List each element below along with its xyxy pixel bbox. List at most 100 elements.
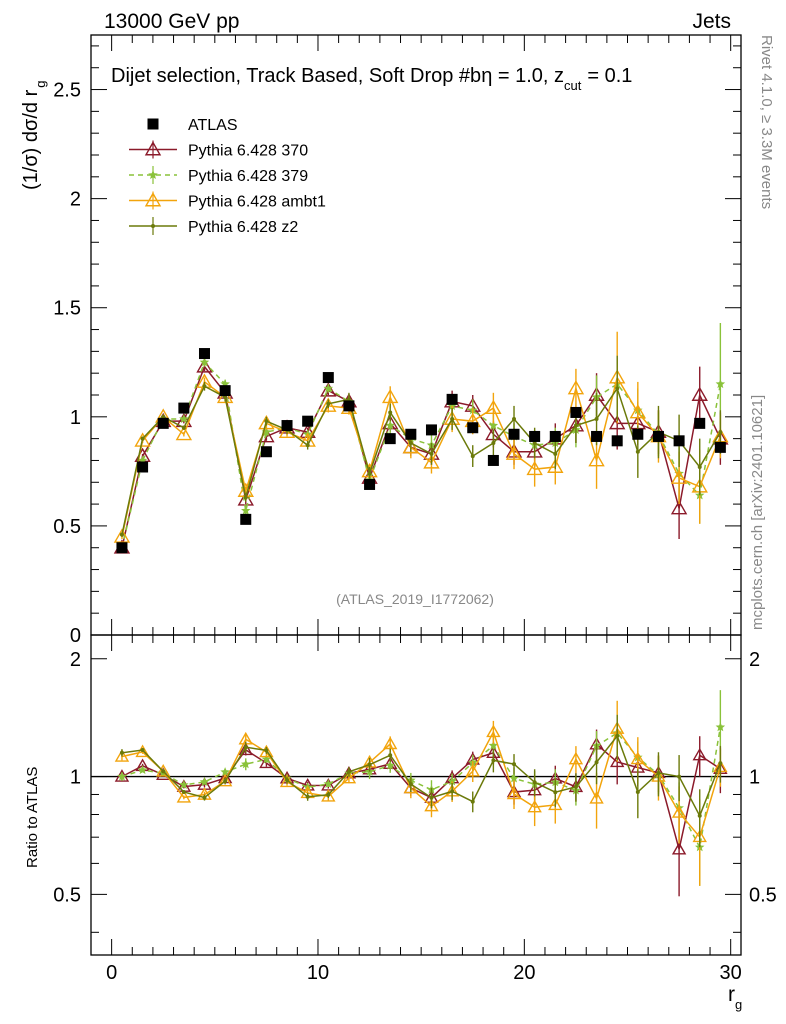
- mc-point: [718, 430, 723, 435]
- mc-point: [488, 420, 499, 430]
- atlas-point: [343, 400, 355, 412]
- mc-point: [635, 449, 640, 454]
- legend-marker: [148, 170, 158, 179]
- ratio-point: [140, 748, 145, 753]
- mc-point: [385, 420, 395, 430]
- mc-point: [326, 401, 331, 406]
- x-tick-label: 30: [720, 962, 742, 984]
- ratio-point: [323, 778, 334, 788]
- mc-point: [670, 500, 688, 515]
- ratio-point: [383, 736, 398, 750]
- mc-point: [179, 414, 189, 423]
- ratio-point: [470, 799, 475, 804]
- ratio-point: [486, 724, 501, 738]
- mc-point: [615, 386, 620, 391]
- ratio-point: [243, 745, 248, 750]
- mc-point: [382, 388, 399, 404]
- atlas-point: [425, 424, 437, 436]
- energy-label: 13000 GeV pp: [104, 10, 239, 33]
- mc-point: [429, 451, 434, 456]
- ratio-point: [532, 780, 537, 785]
- ratio-point: [692, 747, 707, 761]
- atlas-point: [302, 415, 314, 427]
- ratio-y-tick-label: 1: [70, 767, 81, 789]
- ratio-point: [117, 771, 127, 781]
- mc-point: [485, 399, 502, 415]
- series-line: [121, 365, 722, 548]
- mc-point: [305, 443, 310, 448]
- atlas-point: [467, 422, 479, 434]
- ratio-point: [279, 774, 295, 788]
- ratio-point: [594, 760, 599, 765]
- ratio-series-layer: [114, 690, 728, 897]
- ratio-panel-frame: [90, 634, 742, 956]
- atlas-point: [219, 385, 231, 397]
- ratio-point: [527, 799, 542, 813]
- atlas-point: [673, 435, 685, 447]
- ratio-point: [512, 762, 517, 767]
- mc-point: [691, 386, 708, 401]
- y-tick-label: 0.5: [53, 516, 81, 538]
- mc-point: [408, 441, 413, 445]
- atlas-point: [240, 513, 252, 525]
- ratio-point: [609, 754, 625, 768]
- ratio-point: [615, 733, 620, 738]
- ratio-point: [367, 762, 372, 767]
- ratio-point: [264, 748, 269, 753]
- x-tick-label: 20: [513, 962, 535, 984]
- x-tick-label: 0: [106, 962, 117, 984]
- mc-point: [202, 384, 207, 389]
- series-1: [113, 358, 729, 554]
- atlas-point: [611, 435, 623, 447]
- ratio-point: [573, 784, 578, 789]
- mc-point: [470, 454, 475, 459]
- mc-point: [241, 505, 251, 515]
- mc-point: [532, 441, 537, 445]
- ratio-point: [656, 770, 661, 775]
- ratio-point: [491, 758, 496, 763]
- atlas-point: [281, 420, 293, 432]
- mc-point: [491, 441, 496, 445]
- ratio-point: [114, 749, 130, 762]
- mc-point: [140, 436, 145, 441]
- ratio-series-4: [119, 714, 723, 848]
- ratio-point: [161, 769, 166, 774]
- ratio-point: [285, 778, 290, 783]
- mc-point: [223, 395, 228, 400]
- ratio-point: [465, 763, 480, 777]
- mc-point: [588, 452, 605, 467]
- ratio-point: [388, 753, 393, 758]
- atlas-point: [364, 478, 376, 490]
- mc-point: [134, 432, 151, 447]
- atlas-point: [137, 461, 149, 473]
- mc-point: [594, 417, 599, 421]
- mc-point: [715, 379, 726, 389]
- atlas-point: [116, 542, 128, 554]
- ratio-point: [305, 794, 310, 799]
- atlas-point: [570, 406, 582, 418]
- mc-point: [608, 414, 626, 430]
- y-tick-label: 1: [70, 407, 81, 429]
- ratio-point: [548, 797, 563, 811]
- mc-point: [567, 380, 585, 395]
- atlas-point: [487, 454, 499, 466]
- ratio-point: [509, 773, 519, 783]
- ratio-point: [137, 765, 148, 775]
- rivet-label: Rivet 4.1.0, ≥ 3.3M events: [758, 35, 775, 209]
- ratio-point: [202, 795, 207, 800]
- axis-ticks: 0 10 20 30 0 0.5 1 1.5 2 2.5 0.5 0.5 1 1 2 2: [53, 35, 777, 984]
- mc-point: [199, 357, 210, 367]
- atlas-point: [198, 348, 210, 360]
- atlas-point: [694, 417, 706, 429]
- y-tick-label: 1.5: [53, 298, 81, 320]
- mc-point: [547, 458, 564, 473]
- ratio-point: [671, 841, 687, 855]
- ratio-point: [261, 754, 272, 764]
- mc-point: [161, 414, 166, 419]
- mc-point: [573, 423, 578, 428]
- legend-marker: [144, 192, 162, 207]
- legend-label: Pythia 6.428 ambt1: [188, 194, 326, 211]
- mc-point: [505, 445, 523, 460]
- atlas-point: [632, 428, 644, 440]
- ratio-y-tick-label-right: 1: [749, 767, 760, 789]
